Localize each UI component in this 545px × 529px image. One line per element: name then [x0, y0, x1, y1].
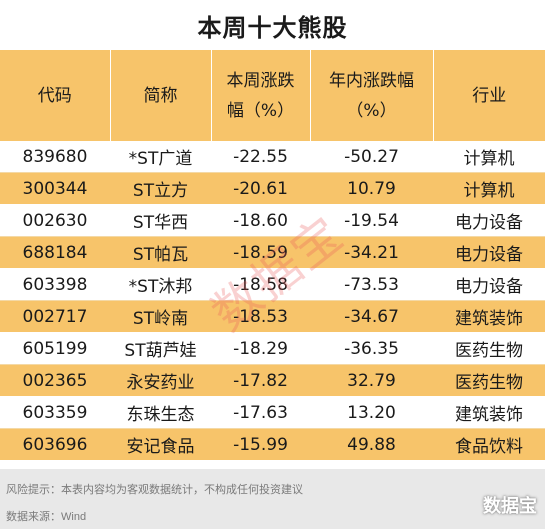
cell-code: 688184 — [0, 236, 110, 269]
risk-note: 风险提示：本表内容均为客观数据统计，不构成任何投资建议 — [6, 484, 303, 496]
cell-industry: 建筑装饰 — [433, 396, 545, 429]
cell-ytd-change: -19.54 — [310, 204, 433, 237]
cell-code: 002365 — [0, 364, 110, 397]
cell-name: 东珠生态 — [110, 396, 211, 429]
cell-ytd-change: 32.79 — [310, 364, 433, 397]
cell-code: 300344 — [0, 172, 110, 205]
cell-ytd-change: -36.35 — [310, 332, 433, 365]
cell-industry: 电力设备 — [433, 236, 545, 269]
cell-industry: 电力设备 — [433, 268, 545, 301]
table-row: 839680 *ST广道 -22.55 -50.27 计算机 — [0, 141, 545, 173]
cell-code: 605199 — [0, 332, 110, 365]
cell-name: ST立方 — [110, 172, 211, 205]
cell-week-change: -17.82 — [211, 364, 310, 397]
cell-industry: 电力设备 — [433, 204, 545, 237]
table-row: 300344 ST立方 -20.61 10.79 计算机 — [0, 172, 545, 205]
header-industry: 行业 — [433, 50, 545, 141]
table-row: 002717 ST岭南 -18.53 -34.67 建筑装饰 — [0, 300, 545, 333]
cell-ytd-change: -34.21 — [310, 236, 433, 269]
table-row: 002630 ST华西 -18.60 -19.54 电力设备 — [0, 204, 545, 237]
header-ytd-change: 年内涨跌幅 （%） — [310, 50, 434, 141]
cell-name: *ST沐邦 — [110, 268, 211, 301]
cell-ytd-change: -73.53 — [310, 268, 433, 301]
cell-code: 839680 — [0, 141, 110, 173]
table-row: 603696 安记食品 -15.99 49.88 食品饮料 — [0, 428, 545, 461]
table-row: 002365 永安药业 -17.82 32.79 医药生物 — [0, 364, 545, 397]
table-row: 605199 ST葫芦娃 -18.29 -36.35 医药生物 — [0, 332, 545, 365]
cell-industry: 医药生物 — [433, 332, 545, 365]
cell-name: *ST广道 — [110, 141, 211, 173]
cell-code: 603359 — [0, 396, 110, 429]
cell-code: 603398 — [0, 268, 110, 301]
cell-industry: 医药生物 — [433, 364, 545, 397]
cell-ytd-change: -50.27 — [310, 141, 433, 173]
table-row: 688184 ST帕瓦 -18.59 -34.21 电力设备 — [0, 236, 545, 269]
cell-week-change: -18.53 — [211, 300, 310, 333]
cell-code: 002717 — [0, 300, 110, 333]
cell-name: ST华西 — [110, 204, 211, 237]
cell-week-change: -22.55 — [211, 141, 310, 173]
table-row: 603398 *ST沐邦 -18.58 -73.53 电力设备 — [0, 268, 545, 301]
cell-name: 永安药业 — [110, 364, 211, 397]
cell-industry: 食品饮料 — [433, 428, 545, 461]
footer: 风险提示：本表内容均为客观数据统计，不构成任何投资建议 数据来源：Wind — [0, 469, 545, 529]
cell-name: ST帕瓦 — [110, 236, 211, 269]
stock-table: 代码 简称 本周涨跌 幅（%） 年内涨跌幅 （%） 行业 839680 *ST广道 -2… — [0, 50, 545, 461]
cell-code: 603696 — [0, 428, 110, 461]
cell-week-change: -18.29 — [211, 332, 310, 365]
brand-logo: 数据宝 — [483, 496, 537, 517]
header-week-change: 本周涨跌 幅（%） — [211, 50, 311, 141]
cell-week-change: -15.99 — [211, 428, 310, 461]
page-title: 本周十大熊股 — [197, 13, 348, 42]
cell-week-change: -18.58 — [211, 268, 310, 301]
cell-industry: 计算机 — [433, 141, 545, 173]
cell-code: 002630 — [0, 204, 110, 237]
table-header-row: 代码 简称 本周涨跌 幅（%） 年内涨跌幅 （%） 行业 — [0, 50, 545, 141]
cell-industry: 建筑装饰 — [433, 300, 545, 333]
cell-ytd-change: -34.67 — [310, 300, 433, 333]
cell-week-change: -20.61 — [211, 172, 310, 205]
cell-name: 安记食品 — [110, 428, 211, 461]
cell-week-change: -17.63 — [211, 396, 310, 429]
cell-name: ST岭南 — [110, 300, 211, 333]
cell-industry: 计算机 — [433, 172, 545, 205]
header-code: 代码 — [0, 50, 111, 141]
cell-ytd-change: 49.88 — [310, 428, 433, 461]
cell-week-change: -18.59 — [211, 236, 310, 269]
data-source: 数据来源：Wind — [6, 511, 87, 523]
header-name: 简称 — [110, 50, 212, 141]
cell-name: ST葫芦娃 — [110, 332, 211, 365]
table-row: 603359 东珠生态 -17.63 13.20 建筑装饰 — [0, 396, 545, 429]
cell-week-change: -18.60 — [211, 204, 310, 237]
cell-ytd-change: 13.20 — [310, 396, 433, 429]
cell-ytd-change: 10.79 — [310, 172, 433, 205]
